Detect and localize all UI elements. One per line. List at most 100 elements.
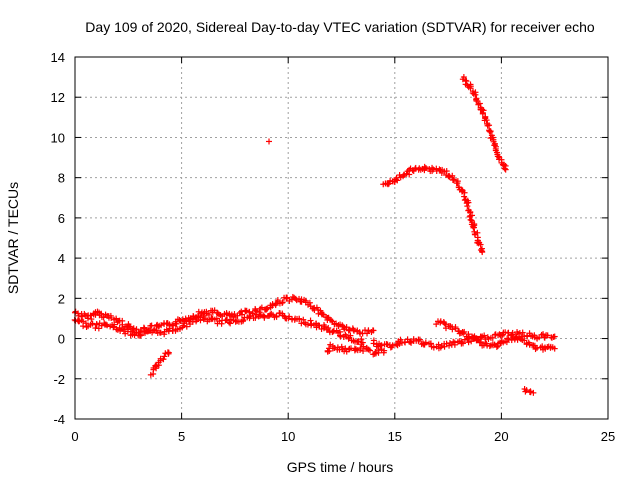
- ticks: 0 5 10 15 20 25 -4 -2 0 2 4 6 8 10 12 14: [51, 50, 616, 444]
- x-tick-label: 25: [601, 429, 615, 444]
- data-point: [378, 346, 385, 353]
- data-point: [494, 343, 501, 350]
- data-point: [150, 366, 157, 373]
- data-point: [140, 324, 147, 331]
- data-point: [449, 326, 456, 333]
- data-point: [360, 348, 367, 355]
- data-point: [321, 323, 328, 330]
- data-point: [493, 149, 500, 156]
- data-point: [479, 109, 486, 116]
- data-point: [527, 389, 534, 396]
- data-point: [427, 340, 434, 347]
- data-point: [358, 336, 365, 343]
- data-point: [173, 320, 180, 327]
- data-point: [483, 117, 490, 124]
- x-tick-label: 10: [281, 429, 295, 444]
- data-point: [446, 342, 453, 349]
- data-point: [304, 321, 311, 328]
- x-tick-label: 0: [71, 429, 78, 444]
- data-point: [441, 320, 448, 327]
- y-tick-label: 0: [58, 332, 65, 347]
- data-point: [477, 241, 484, 248]
- data-point: [551, 345, 558, 352]
- data-point: [375, 349, 382, 356]
- y-tick-label: -2: [53, 372, 65, 387]
- data-point: [402, 339, 409, 346]
- grid: [75, 57, 608, 419]
- data-point: [430, 166, 437, 173]
- y-tick-label: 14: [51, 50, 65, 65]
- data-point: [540, 331, 547, 338]
- y-axis-label: SDTVAR / TECUs: [5, 182, 21, 294]
- data-point: [451, 176, 458, 183]
- data-point: [493, 344, 500, 351]
- data-point: [524, 333, 531, 340]
- data-point: [539, 343, 546, 350]
- data-point: [530, 389, 537, 396]
- data-point: [273, 313, 280, 320]
- data-point: [479, 249, 486, 256]
- data-point: [551, 333, 558, 340]
- data-point: [88, 316, 95, 323]
- data-point: [481, 332, 488, 339]
- data-point: [347, 332, 354, 339]
- data-point: [197, 317, 204, 324]
- data-point: [465, 199, 472, 206]
- data-point: [443, 168, 450, 175]
- data-point: [284, 294, 291, 301]
- data-point: [161, 353, 168, 360]
- data-point: [385, 181, 392, 188]
- data-point: [130, 325, 137, 332]
- x-tick-label: 15: [388, 429, 402, 444]
- data-point: [370, 327, 377, 334]
- data-point: [227, 320, 234, 327]
- data-point: [364, 330, 371, 337]
- data-point: [468, 338, 475, 345]
- data-point: [176, 316, 183, 323]
- data-point: [472, 91, 479, 98]
- y-tick-label: 4: [58, 251, 65, 266]
- data-point: [238, 311, 245, 318]
- data-point: [519, 329, 526, 336]
- data-point: [126, 323, 133, 330]
- y-tick-label: 8: [58, 171, 65, 186]
- data-point: [486, 343, 493, 350]
- data-point: [474, 336, 481, 343]
- data-point: [394, 177, 401, 184]
- data-point: [264, 305, 271, 312]
- data-point: [459, 340, 466, 347]
- data-point: [502, 166, 509, 173]
- data-point: [372, 348, 379, 355]
- data-point: [279, 299, 286, 306]
- data-point: [487, 128, 494, 135]
- data-point: [102, 321, 109, 328]
- data-point: [498, 332, 505, 339]
- data-point: [422, 339, 429, 346]
- data-point: [98, 310, 105, 317]
- data-point: [367, 347, 374, 354]
- data-point: [501, 165, 508, 172]
- data-point: [476, 100, 483, 107]
- data-point: [470, 334, 477, 341]
- data-point: [157, 329, 164, 336]
- data-point: [504, 335, 511, 342]
- data-point: [137, 332, 144, 339]
- data-point: [449, 172, 456, 179]
- data-point: [397, 336, 404, 343]
- data-point: [416, 165, 423, 172]
- data-point: [450, 176, 457, 183]
- data-point: [203, 308, 210, 315]
- data-point: [407, 338, 414, 345]
- data-point: [316, 322, 323, 329]
- data-point: [437, 319, 444, 326]
- y-tick-label: 12: [51, 90, 65, 105]
- data-point: [298, 320, 305, 327]
- data-point: [460, 330, 467, 337]
- data-points: [71, 74, 558, 396]
- data-point: [489, 334, 496, 341]
- data-point: [459, 76, 466, 83]
- data-point: [523, 387, 530, 394]
- data-point: [252, 314, 259, 321]
- data-point: [505, 336, 512, 343]
